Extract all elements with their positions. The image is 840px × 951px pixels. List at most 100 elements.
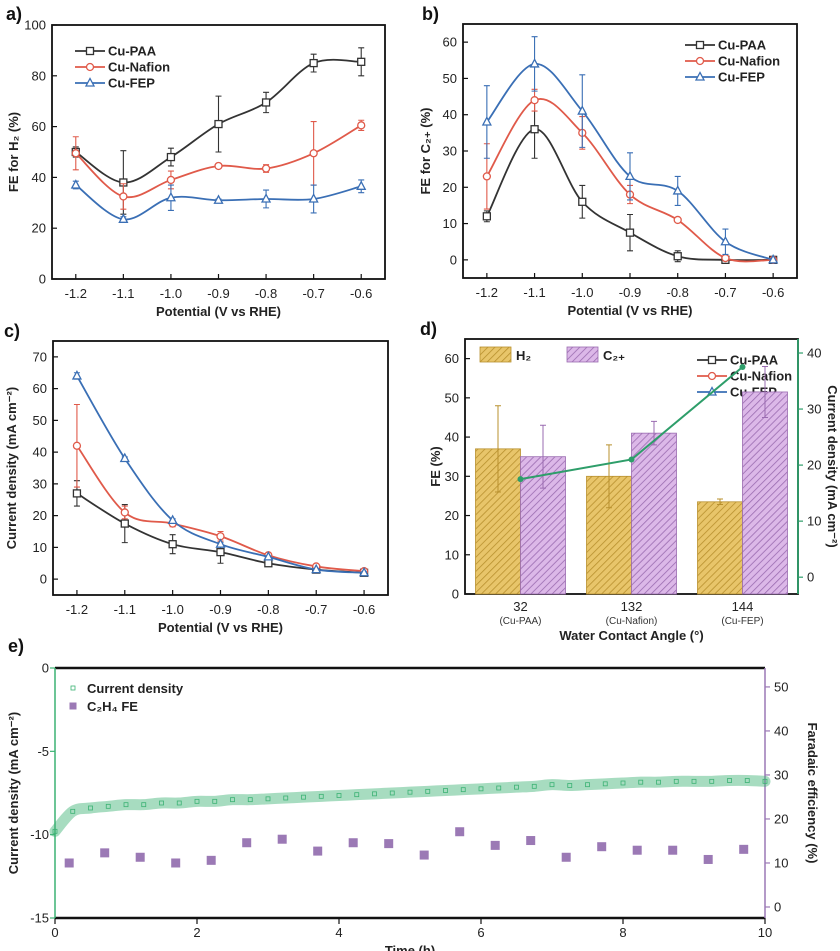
marker-triangle [577, 105, 588, 115]
y2-tick-label: 30 [774, 767, 788, 782]
y-tick-label: 40 [33, 445, 47, 460]
marker-circle [357, 121, 366, 130]
y-tick-label: 40 [32, 170, 46, 185]
marker-triangle [481, 116, 492, 126]
marker-triangle [84, 77, 96, 87]
legend-label: Current density [87, 681, 184, 696]
legend-label: Cu-PAA [730, 353, 779, 368]
data-point [88, 805, 93, 811]
y-tick-label: 0 [42, 661, 49, 676]
y-tick-label: 80 [32, 68, 46, 83]
data-point [123, 802, 129, 808]
y-tick-label: 30 [443, 144, 457, 159]
data-point [561, 852, 571, 862]
y2-tick-label: 20 [774, 811, 788, 826]
x-tick-label: 0 [51, 925, 58, 940]
data-point [490, 840, 500, 850]
legend-marker [70, 685, 76, 691]
marker-circle [71, 149, 80, 158]
marker-triangle [165, 191, 177, 202]
x-tick-label: -0.7 [305, 602, 327, 617]
marker-square [707, 355, 717, 365]
data-point [703, 854, 713, 864]
y-tick-label: 10 [443, 216, 457, 231]
data-point [100, 848, 110, 858]
y-tick-label: 30 [445, 469, 459, 484]
marker-square [166, 152, 176, 162]
marker-square [673, 252, 682, 261]
x-tick-label: -1.0 [161, 602, 183, 617]
y2-axis-title: Faradaic efficiency (%) [805, 723, 820, 864]
data-point [407, 789, 413, 795]
marker-triangle [672, 185, 683, 195]
x-tick-sublabel: (Cu-PAA) [499, 616, 541, 627]
data-point [531, 783, 537, 789]
y-tick-label: 50 [443, 71, 457, 86]
data-point [301, 794, 306, 800]
y2-tick-label: 50 [774, 679, 788, 694]
marker-triangle [311, 563, 322, 574]
data-point [632, 845, 642, 855]
y-axis-title: FE for H₂ (%) [6, 112, 21, 192]
y2-tick-label: 10 [774, 855, 788, 870]
data-point [567, 783, 573, 788]
marker-triangle [213, 194, 224, 204]
legend-item: Cu-PAA [75, 44, 157, 59]
marker-triangle [624, 170, 636, 181]
data-point [549, 782, 555, 788]
marker-square [85, 46, 95, 56]
y-tick-label: 60 [445, 351, 459, 366]
data-point [668, 845, 678, 855]
legend-item: Cu-Nafion [75, 60, 170, 75]
legend-label: Cu-Nafion [108, 60, 170, 75]
marker-triangle [118, 213, 129, 223]
marker-triangle [167, 514, 178, 525]
y-axis-title: FE for C₂₊ (%) [418, 107, 433, 194]
x-tick-label: -0.8 [667, 285, 689, 300]
x-axis-title: Potential (V vs RHE) [158, 620, 283, 635]
data-point [277, 834, 287, 844]
data-point [739, 844, 749, 854]
marker-triangle [356, 180, 367, 190]
x-tick-label: 132 [621, 599, 643, 614]
bar [742, 391, 788, 595]
y-tick-label: 50 [445, 390, 459, 405]
bar [631, 432, 677, 595]
x-axis-title: Potential (V vs RHE) [156, 304, 281, 319]
error-bar [606, 444, 612, 509]
x-tick-label: -1.0 [571, 285, 593, 300]
y-tick-label: -5 [37, 744, 49, 759]
series-cu-fep [70, 179, 367, 223]
data-point [526, 836, 536, 846]
panel-label: e) [8, 636, 24, 656]
x-tick-label: -0.9 [209, 602, 231, 617]
x-tick-label: 2 [193, 925, 200, 940]
legend-item: Cu-FEP [75, 76, 155, 91]
marker-square [482, 212, 492, 221]
x-tick-label: -1.1 [523, 285, 545, 300]
marker-square [264, 559, 273, 568]
data-point [247, 797, 253, 803]
y-tick-label: 100 [24, 18, 46, 33]
y-tick-label: 10 [33, 540, 47, 555]
marker-circle [707, 371, 717, 381]
x-tick-label: -0.8 [257, 602, 279, 617]
data-point [389, 790, 395, 796]
marker-triangle [694, 71, 706, 81]
marker-circle [482, 172, 492, 181]
x-tick-label: -1.2 [66, 602, 88, 617]
legend-swatch [566, 346, 599, 363]
marker-circle [120, 508, 129, 517]
y-tick-label: 40 [445, 430, 459, 445]
marker-square [625, 228, 635, 237]
marker-square [168, 540, 177, 549]
y-tick-label: 50 [33, 413, 47, 428]
data-point [372, 791, 377, 797]
x-tick-label: -1.2 [65, 286, 87, 301]
y-tick-label: -15 [30, 911, 49, 926]
data-point [105, 803, 111, 809]
data-point [336, 793, 342, 798]
data-point [425, 788, 431, 794]
